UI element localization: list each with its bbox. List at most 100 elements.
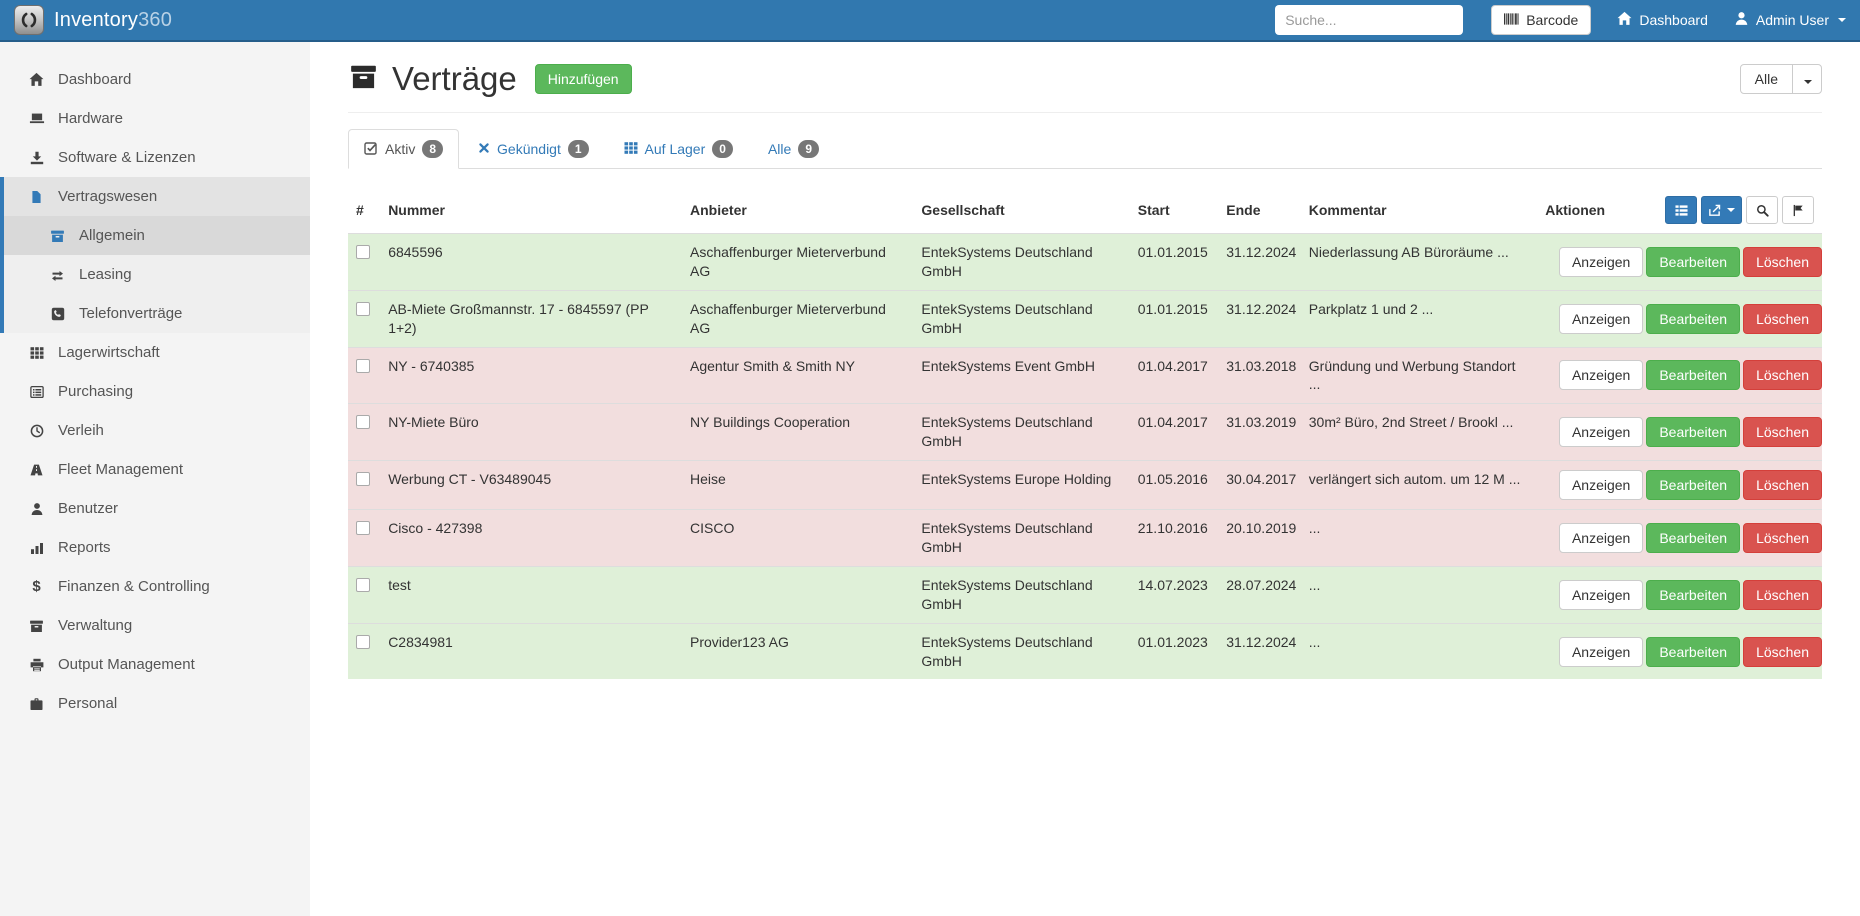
sidebar-item-software-lizenzen[interactable]: Software & Lizenzen <box>0 138 310 177</box>
sidebar-item-purchasing[interactable]: Purchasing <box>0 372 310 411</box>
delete-button[interactable]: Löschen <box>1743 303 1822 334</box>
list-view-button[interactable] <box>1665 196 1697 224</box>
col-gesellschaft[interactable]: Gesellschaft <box>921 202 1005 218</box>
delete-button[interactable]: Löschen <box>1743 360 1822 391</box>
view-button[interactable]: Anzeigen <box>1558 360 1644 391</box>
sidebar-item-hardware[interactable]: Hardware <box>0 99 310 138</box>
sidebar-item-label: Purchasing <box>58 383 134 400</box>
grid-icon <box>624 141 638 158</box>
delete-button[interactable]: Löschen <box>1743 246 1822 277</box>
table-header-row: # Nummer Anbieter Gesellschaft Start End… <box>348 187 1822 234</box>
filter-all-button[interactable]: Alle <box>1739 64 1793 94</box>
contract-row: AB-Miete Großmannstr. 17 - 6845597 (PP 1… <box>348 289 1822 348</box>
flag-button[interactable] <box>1782 196 1814 224</box>
row-checkbox[interactable] <box>356 472 370 487</box>
tab-label: Gekündigt <box>497 141 561 157</box>
tab-gekundigt[interactable]: Gekündigt 1 <box>462 129 605 169</box>
delete-button[interactable]: Löschen <box>1743 523 1822 554</box>
sidebar-item-label: Leasing <box>79 266 132 283</box>
edit-button[interactable]: Bearbeiten <box>1646 523 1741 554</box>
table-view-controls <box>1661 196 1814 224</box>
col-ende[interactable]: Ende <box>1226 202 1261 218</box>
row-checkbox[interactable] <box>356 358 370 373</box>
archive-icon <box>49 229 66 243</box>
row-checkbox[interactable] <box>356 634 370 649</box>
cell-nummer: AB-Miete Großmannstr. 17 - 6845597 (PP 1… <box>380 289 683 348</box>
col-anbieter[interactable]: Anbieter <box>690 202 747 218</box>
delete-button[interactable]: Löschen <box>1743 636 1822 667</box>
app-brand[interactable]: Inventory360 <box>14 5 172 35</box>
search-toggle-button[interactable] <box>1746 196 1778 224</box>
edit-button[interactable]: Bearbeiten <box>1646 417 1741 448</box>
cell-kommentar: ... <box>1300 565 1538 624</box>
row-checkbox[interactable] <box>356 301 370 316</box>
view-button[interactable]: Anzeigen <box>1558 417 1644 448</box>
sidebar-item-finanzen-controlling[interactable]: $ Finanzen & Controlling <box>0 567 310 606</box>
edit-button[interactable]: Bearbeiten <box>1646 636 1741 667</box>
contract-row: NY-Miete Büro NY Buildings Cooperation Ent… <box>348 403 1822 461</box>
road-icon <box>28 463 45 477</box>
view-button[interactable]: Anzeigen <box>1558 523 1644 554</box>
edit-button[interactable]: Bearbeiten <box>1646 246 1741 277</box>
barcode-button[interactable]: Barcode <box>1491 5 1592 35</box>
sidebar-item-personal[interactable]: Personal <box>0 684 310 723</box>
user-icon <box>1734 11 1749 29</box>
sidebar-item-dashboard[interactable]: Dashboard <box>0 60 310 99</box>
col-nummer[interactable]: Nummer <box>388 202 445 218</box>
add-button[interactable]: Hinzufügen <box>534 64 632 94</box>
barcode-label: Barcode <box>1526 12 1579 28</box>
edit-button[interactable]: Bearbeiten <box>1646 470 1741 501</box>
sidebar-item-leasing[interactable]: Leasing <box>4 255 310 294</box>
view-button[interactable]: Anzeigen <box>1558 636 1644 667</box>
brand-text: Inventory360 <box>54 9 172 32</box>
sidebar-item-label: Personal <box>58 695 118 712</box>
row-checkbox[interactable] <box>356 577 370 592</box>
tab-aktiv[interactable]: Aktiv 8 <box>348 129 460 169</box>
view-button[interactable]: Anzeigen <box>1558 470 1644 501</box>
nav-dashboard-link[interactable]: Dashboard <box>1617 11 1708 29</box>
user-menu[interactable]: Admin User <box>1734 11 1846 29</box>
sidebar-item-allgemein[interactable]: Allgemein <box>4 216 310 255</box>
view-button[interactable]: Anzeigen <box>1558 579 1644 610</box>
main-content: Verträge Hinzufügen Alle Aktiv 8 Gekündigt… <box>310 42 1860 680</box>
brand-suffix: 360 <box>138 8 173 31</box>
filter-caret-button[interactable] <box>1792 64 1822 94</box>
export-button[interactable] <box>1701 196 1742 224</box>
row-checkbox[interactable] <box>356 415 370 430</box>
cell-ende: 31.03.2018 <box>1218 346 1301 404</box>
delete-button[interactable]: Löschen <box>1743 417 1822 448</box>
sidebar-item-lagerwirtschaft[interactable]: Lagerwirtschaft <box>0 333 310 372</box>
sidebar-item-reports[interactable]: Reports <box>0 528 310 567</box>
sidebar-item-verleih[interactable]: Verleih <box>0 411 310 450</box>
edit-button[interactable]: Bearbeiten <box>1646 360 1741 391</box>
cell-anbieter: Heise <box>682 460 914 510</box>
sidebar-item-vertragswesen[interactable]: Vertragswesen <box>4 177 310 216</box>
col-aktionen: Aktionen <box>1545 202 1606 218</box>
delete-button[interactable]: Löschen <box>1743 579 1822 610</box>
tab-auf-lager[interactable]: Auf Lager 0 <box>608 129 749 169</box>
tab-alle[interactable]: Alle 9 <box>752 129 835 169</box>
cell-gesellschaft: EntekSystems Deutschland GmbH <box>913 565 1130 624</box>
delete-button[interactable]: Löschen <box>1743 470 1822 501</box>
view-button[interactable]: Anzeigen <box>1558 303 1644 334</box>
col-start[interactable]: Start <box>1137 202 1170 218</box>
tab-label: Aktiv <box>385 141 416 157</box>
row-checkbox[interactable] <box>356 245 370 259</box>
sidebar-item-output-management[interactable]: Output Management <box>0 645 310 684</box>
edit-button[interactable]: Bearbeiten <box>1646 303 1741 334</box>
col-kommentar[interactable]: Kommentar <box>1308 202 1387 218</box>
view-button[interactable]: Anzeigen <box>1558 246 1644 277</box>
col-check[interactable]: # <box>356 202 364 218</box>
sidebar-item-verwaltung[interactable]: Verwaltung <box>0 606 310 645</box>
download-icon <box>28 151 45 165</box>
cell-anbieter: Provider123 AG <box>682 622 914 680</box>
page-title: Verträge <box>392 60 517 97</box>
sidebar-item-benutzer[interactable]: Benutzer <box>0 489 310 528</box>
search-input[interactable] <box>1275 5 1464 35</box>
sidebar-item-fleet-management[interactable]: Fleet Management <box>0 450 310 489</box>
row-checkbox[interactable] <box>356 521 370 536</box>
sidebar-item-label: Allgemein <box>79 227 145 244</box>
edit-button[interactable]: Bearbeiten <box>1646 579 1741 610</box>
check-icon <box>364 141 378 158</box>
sidebar-item-telefonvertrage[interactable]: Telefonverträge <box>4 294 310 333</box>
